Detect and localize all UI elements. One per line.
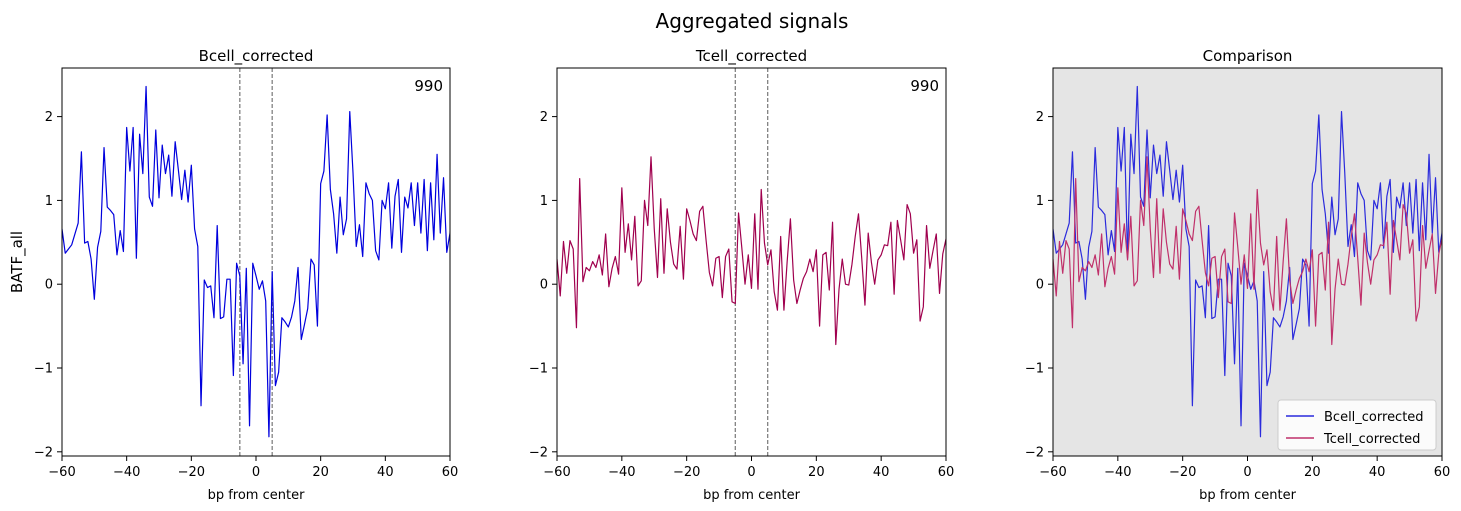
chart-panel-2: −60 −40 −20 0 20 40 60 −2 −1 0 1 2 Tcell_correctedbp… bbox=[529, 47, 955, 503]
x-axis-label: bp from center bbox=[1199, 488, 1297, 503]
x-tick-label: 20 bbox=[1304, 465, 1321, 480]
figure-title: Aggregated signals bbox=[656, 9, 849, 33]
series-line-tcell bbox=[557, 156, 946, 346]
plot-background bbox=[1053, 68, 1442, 456]
panels: −60 −40 −20 0 20 40 60−2−1012Bcell_correctedbp… bbox=[8, 47, 1451, 503]
x-axis-label: bp from center bbox=[703, 488, 801, 503]
x-tick-label: −40 bbox=[1104, 465, 1131, 480]
legend-label-bcell: Bcell_corrected bbox=[1324, 410, 1424, 425]
x-tick-label: 60 bbox=[938, 465, 955, 480]
x-tick-label: −60 bbox=[1039, 465, 1066, 480]
legend: Bcell_corrected Tcell_corrected bbox=[1277, 399, 1437, 451]
y-tick-label: 2 bbox=[1036, 110, 1044, 125]
x-tick-label: 40 bbox=[377, 465, 394, 480]
x-tick-label: 40 bbox=[873, 465, 890, 480]
y-tick-label: −2 bbox=[1025, 445, 1044, 460]
x-tick-label: −40 bbox=[608, 465, 635, 480]
x-tick-label: −60 bbox=[543, 465, 570, 480]
count-annotation: 990 bbox=[910, 77, 939, 95]
y-tick-label: 0 bbox=[45, 278, 53, 293]
chart-title: Comparison bbox=[1203, 47, 1293, 65]
y-tick-label: 1 bbox=[1036, 194, 1044, 209]
y-tick-label: 0 bbox=[1036, 278, 1044, 293]
y-tick-label: 1 bbox=[45, 194, 53, 209]
plot-background bbox=[557, 68, 946, 456]
count-annotation: 990 bbox=[414, 77, 443, 95]
x-tick-label: 60 bbox=[442, 465, 459, 480]
legend-label-tcell: Tcell_corrected bbox=[1323, 432, 1420, 447]
x-axis-label: bp from center bbox=[208, 488, 306, 503]
y-tick-label: −2 bbox=[34, 445, 53, 460]
y-tick-label: 2 bbox=[540, 110, 548, 125]
y-tick-label: −1 bbox=[34, 362, 53, 377]
plot-background bbox=[62, 68, 450, 456]
chart-panel-3: −60 −40 −20 0 20 40 60 −2 −1 0 1 2 Comparison bp from… bbox=[1025, 47, 1451, 503]
x-tick-label: 20 bbox=[808, 465, 825, 480]
x-tick-label: 60 bbox=[1434, 465, 1451, 480]
x-tick-label: −20 bbox=[1169, 465, 1196, 480]
y-tick-label: −2 bbox=[529, 445, 548, 460]
x-tick-label: 0 bbox=[252, 465, 260, 480]
x-tick-label: 0 bbox=[1243, 465, 1251, 480]
legend-box bbox=[1277, 399, 1437, 451]
series-line-tcell bbox=[1053, 156, 1442, 346]
y-tick-label: −1 bbox=[529, 362, 548, 377]
y-tick-label: 1 bbox=[540, 194, 548, 209]
series-line-bcell bbox=[62, 85, 450, 438]
x-tick-label: 40 bbox=[1369, 465, 1386, 480]
chart-title: Tcell_corrected bbox=[695, 47, 807, 66]
series-line-bcell bbox=[1053, 85, 1442, 438]
x-tick-label: −60 bbox=[48, 465, 75, 480]
chart-title: Bcell_corrected bbox=[199, 47, 314, 66]
x-tick-label: −20 bbox=[178, 465, 205, 480]
x-tick-label: −20 bbox=[673, 465, 700, 480]
x-tick-label: 20 bbox=[312, 465, 329, 480]
y-tick-label: 0 bbox=[540, 278, 548, 293]
y-tick-label: 2 bbox=[45, 110, 53, 125]
x-tick-label: −40 bbox=[113, 465, 140, 480]
y-tick-label: −1 bbox=[1025, 362, 1044, 377]
x-tick-label: 0 bbox=[747, 465, 755, 480]
chart-panel-1: −60 −40 −20 0 20 40 60 −2 −1 0 1 2 Bcell_correctedbp… bbox=[8, 47, 459, 503]
y-axis-label: BATF_all bbox=[8, 231, 27, 293]
